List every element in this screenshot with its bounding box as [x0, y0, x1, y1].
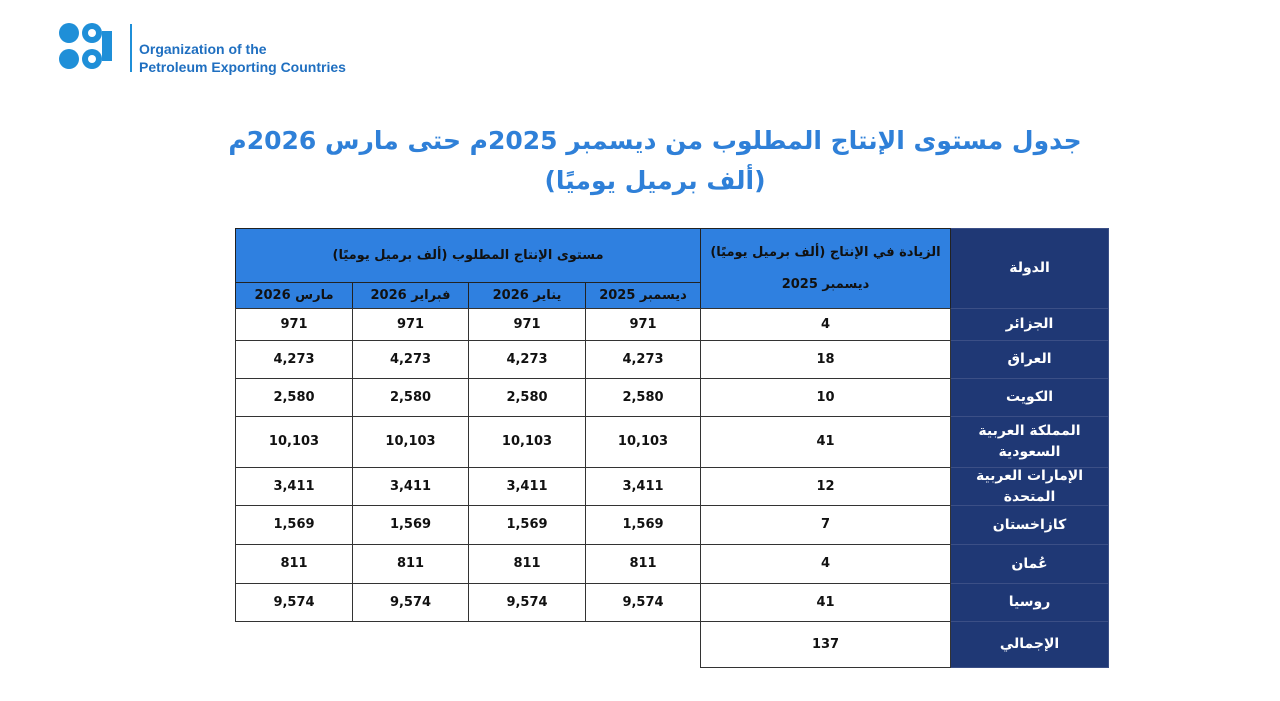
production-cell: 971 — [468, 308, 586, 341]
increase-header-text: الزيادة في الإنتاج (ألف برميل يوميًا) — [710, 245, 941, 260]
production-cell: 4,273 — [235, 340, 353, 379]
month-header: ديسمبر 2025 — [585, 282, 701, 309]
country-cell: روسيا — [950, 583, 1109, 622]
month-header: مارس 2026 — [235, 282, 353, 309]
production-cell: 3,411 — [468, 467, 586, 506]
production-cell: 811 — [468, 544, 586, 584]
title: جدول مستوى الإنتاج المطلوب من ديسمبر 202… — [228, 126, 1082, 155]
production-cell: 9,574 — [468, 583, 586, 622]
production-cell: 2,580 — [468, 378, 586, 417]
production-cell: 10,103 — [585, 416, 701, 468]
production-cell: 9,574 — [235, 583, 353, 622]
production-cell: 3,411 — [352, 467, 469, 506]
month-header: يناير 2026 — [468, 282, 586, 309]
production-cell: 1,569 — [235, 505, 353, 545]
country-cell: المملكة العربية السعودية — [950, 416, 1109, 468]
increase-cell: 7 — [700, 505, 951, 545]
production-cell: 2,580 — [235, 378, 353, 417]
production-header: مستوى الإنتاج المطلوب (ألف برميل يوميًا) — [235, 228, 701, 283]
country-cell: العراق — [950, 340, 1109, 379]
total-label: الإجمالي — [950, 621, 1109, 668]
production-cell: 1,569 — [352, 505, 469, 545]
production-cell: 9,574 — [585, 583, 701, 622]
opec-logo — [59, 23, 132, 72]
production-cell: 9,574 — [352, 583, 469, 622]
production-cell: 811 — [585, 544, 701, 584]
production-cell: 2,580 — [585, 378, 701, 417]
production-cell: 971 — [352, 308, 469, 341]
subtitle: (ألف برميل يوميًا) — [544, 166, 766, 195]
production-cell: 971 — [235, 308, 353, 341]
increase-cell: 4 — [700, 544, 951, 584]
production-cell: 3,411 — [235, 467, 353, 506]
increase-cell: 41 — [700, 583, 951, 622]
country-cell: الكويت — [950, 378, 1109, 417]
total-value: 137 — [700, 621, 951, 668]
increase-cell: 10 — [700, 378, 951, 417]
production-cell: 811 — [235, 544, 353, 584]
production-cell: 10,103 — [235, 416, 353, 468]
production-cell: 4,273 — [468, 340, 586, 379]
increase-cell: 12 — [700, 467, 951, 506]
country-cell: الجزائر — [950, 308, 1109, 341]
increase-header: الزيادة في الإنتاج (ألف برميل يوميًا) ديس… — [700, 228, 951, 309]
country-cell: الإمارات العربية المتحدة — [950, 467, 1109, 506]
production-cell: 1,569 — [468, 505, 586, 545]
org-name: Petroleum Exporting Countries — [139, 59, 346, 75]
production-cell: 4,273 — [352, 340, 469, 379]
production-cell: 1,569 — [585, 505, 701, 545]
increase-subheader: ديسمبر 2025 — [781, 276, 870, 292]
country-cell: عُمان — [950, 544, 1109, 584]
production-cell: 971 — [585, 308, 701, 341]
production-cell: 3,411 — [585, 467, 701, 506]
increase-cell: 41 — [700, 416, 951, 468]
increase-cell: 18 — [700, 340, 951, 379]
production-cell: 4,273 — [585, 340, 701, 379]
org-name: Organization of the — [139, 41, 267, 57]
month-header: فبراير 2026 — [352, 282, 469, 309]
increase-cell: 4 — [700, 308, 951, 341]
production-cell: 10,103 — [352, 416, 469, 468]
country-header: الدولة — [950, 228, 1109, 309]
production-cell: 2,580 — [352, 378, 469, 417]
production-cell: 10,103 — [468, 416, 586, 468]
country-cell: كازاخستان — [950, 505, 1109, 545]
production-cell: 811 — [352, 544, 469, 584]
